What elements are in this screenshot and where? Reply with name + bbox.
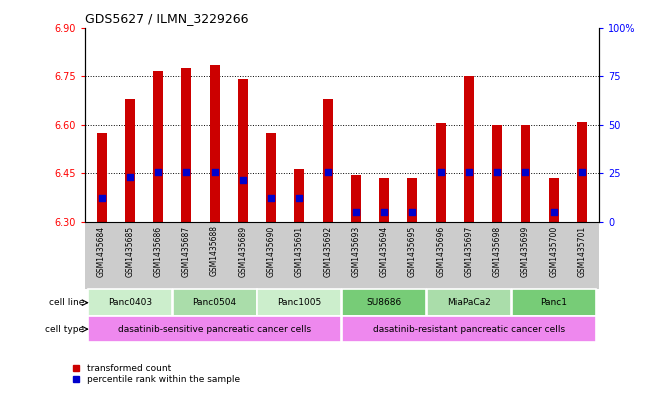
Text: GSM1435696: GSM1435696 — [436, 226, 445, 277]
Point — [436, 169, 446, 175]
Bar — [521, 125, 531, 222]
Bar — [380, 178, 389, 222]
Bar — [492, 125, 502, 222]
Bar — [257, 289, 342, 316]
Text: GSM1435690: GSM1435690 — [267, 226, 275, 277]
Text: dasatinib-resistant pancreatic cancer cells: dasatinib-resistant pancreatic cancer ce… — [373, 325, 565, 334]
Text: SU8686: SU8686 — [367, 298, 402, 307]
Point — [153, 169, 163, 175]
Point — [238, 177, 248, 183]
Text: GSM1435701: GSM1435701 — [577, 226, 587, 277]
Text: Panc1005: Panc1005 — [277, 298, 322, 307]
Bar — [88, 289, 172, 316]
Text: GSM1435691: GSM1435691 — [295, 226, 304, 277]
Text: GSM1435685: GSM1435685 — [126, 226, 134, 277]
Text: GSM1435686: GSM1435686 — [154, 226, 163, 277]
Bar — [266, 133, 276, 222]
Point — [322, 169, 333, 175]
Bar — [577, 121, 587, 222]
Bar — [464, 76, 474, 222]
Bar — [173, 289, 256, 316]
Text: GSM1435697: GSM1435697 — [464, 226, 473, 277]
Text: GSM1435695: GSM1435695 — [408, 226, 417, 277]
Text: dasatinib-sensitive pancreatic cancer cells: dasatinib-sensitive pancreatic cancer ce… — [118, 325, 311, 334]
Text: Panc1: Panc1 — [540, 298, 567, 307]
Text: GSM1435694: GSM1435694 — [380, 226, 389, 277]
Text: cell type: cell type — [45, 325, 84, 334]
Text: GSM1435699: GSM1435699 — [521, 226, 530, 277]
Point — [464, 169, 474, 175]
Bar — [342, 289, 426, 316]
Bar — [210, 65, 219, 222]
Bar — [125, 99, 135, 222]
Bar — [427, 289, 511, 316]
Text: cell line: cell line — [49, 298, 84, 307]
Point — [181, 169, 191, 175]
Point — [124, 174, 135, 180]
Text: GSM1435692: GSM1435692 — [323, 226, 332, 277]
Point — [294, 195, 305, 201]
Bar — [436, 123, 446, 222]
Text: Panc0403: Panc0403 — [108, 298, 152, 307]
Point — [549, 209, 559, 215]
Point — [408, 209, 418, 215]
Bar — [323, 99, 333, 222]
Text: GSM1435684: GSM1435684 — [97, 226, 106, 277]
Point — [266, 195, 276, 201]
Point — [351, 209, 361, 215]
Legend: transformed count, percentile rank within the sample: transformed count, percentile rank withi… — [63, 360, 244, 388]
Text: GSM1435688: GSM1435688 — [210, 226, 219, 276]
Text: Panc0504: Panc0504 — [193, 298, 237, 307]
Point — [210, 169, 220, 175]
Bar — [88, 316, 342, 342]
Text: GDS5627 / ILMN_3229266: GDS5627 / ILMN_3229266 — [85, 12, 248, 25]
Bar — [408, 178, 417, 222]
Text: GSM1435693: GSM1435693 — [352, 226, 361, 277]
Text: GSM1435698: GSM1435698 — [493, 226, 502, 277]
Bar — [182, 68, 191, 222]
Bar — [153, 71, 163, 222]
Text: MiaPaCa2: MiaPaCa2 — [447, 298, 491, 307]
Bar — [549, 178, 559, 222]
Bar — [96, 133, 107, 222]
Point — [492, 169, 503, 175]
Text: GSM1435700: GSM1435700 — [549, 226, 558, 277]
Text: GSM1435689: GSM1435689 — [238, 226, 247, 277]
Bar — [294, 169, 304, 222]
Bar — [238, 79, 248, 222]
Point — [379, 209, 389, 215]
Point — [577, 169, 587, 175]
Bar — [512, 289, 596, 316]
Point — [520, 169, 531, 175]
Text: GSM1435687: GSM1435687 — [182, 226, 191, 277]
Bar — [351, 175, 361, 222]
Point — [96, 195, 107, 201]
Bar — [342, 316, 596, 342]
